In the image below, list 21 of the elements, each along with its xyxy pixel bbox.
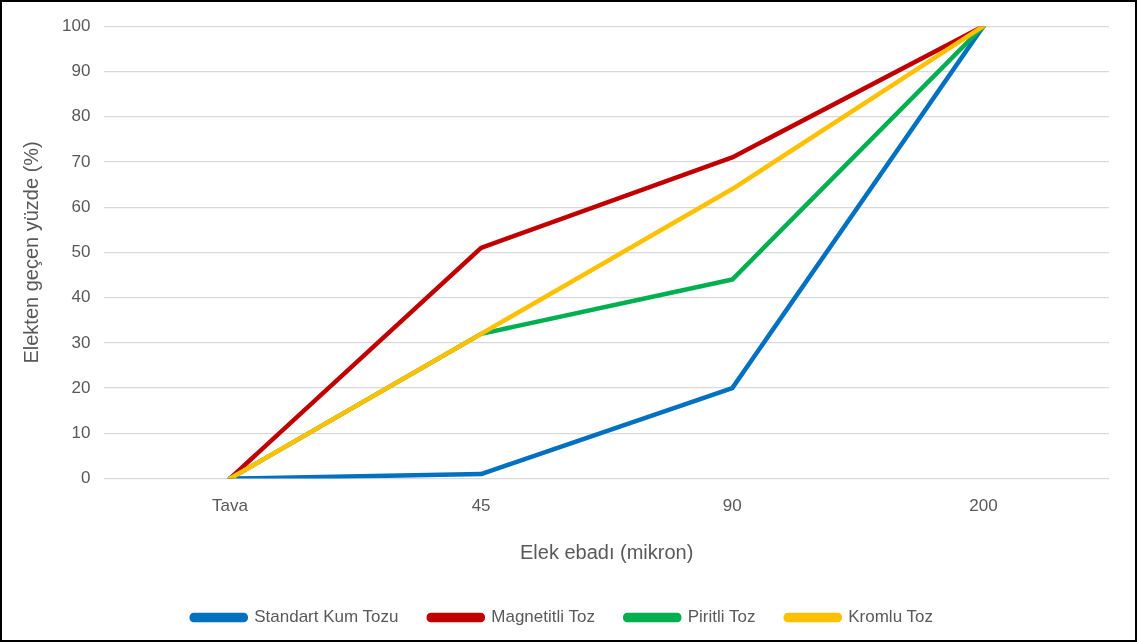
- y-tick-label: 90: [71, 61, 91, 81]
- y-tick-label: 0: [80, 468, 91, 488]
- y-tick-label: 60: [71, 196, 91, 216]
- x-tick-label: 200: [969, 496, 998, 516]
- legend-label: Standart Kum Tozu: [254, 607, 399, 627]
- y-axis-title: Elekten geçen yüzde (%): [19, 141, 42, 364]
- y-tick-label: 40: [71, 287, 91, 307]
- y-tick-label: 30: [71, 332, 91, 352]
- legend-label: Piritli Toz: [687, 607, 756, 627]
- x-tick-label: 45: [471, 496, 491, 516]
- y-tick-label: 50: [71, 242, 91, 262]
- x-tick-label: Tava: [211, 496, 249, 516]
- x-axis-title: Elek ebadı (mikron): [519, 540, 694, 563]
- x-tick-label: 90: [722, 496, 742, 516]
- y-tick-label: 70: [71, 151, 91, 171]
- y-tick-label: 100: [61, 15, 91, 35]
- legend-label: Kromlu Toz: [848, 607, 933, 627]
- y-tick-label: 80: [71, 106, 91, 126]
- y-tick-label: 20: [71, 377, 91, 397]
- legend-label: Magnetitli Toz: [491, 607, 595, 627]
- y-tick-label: 10: [71, 423, 91, 443]
